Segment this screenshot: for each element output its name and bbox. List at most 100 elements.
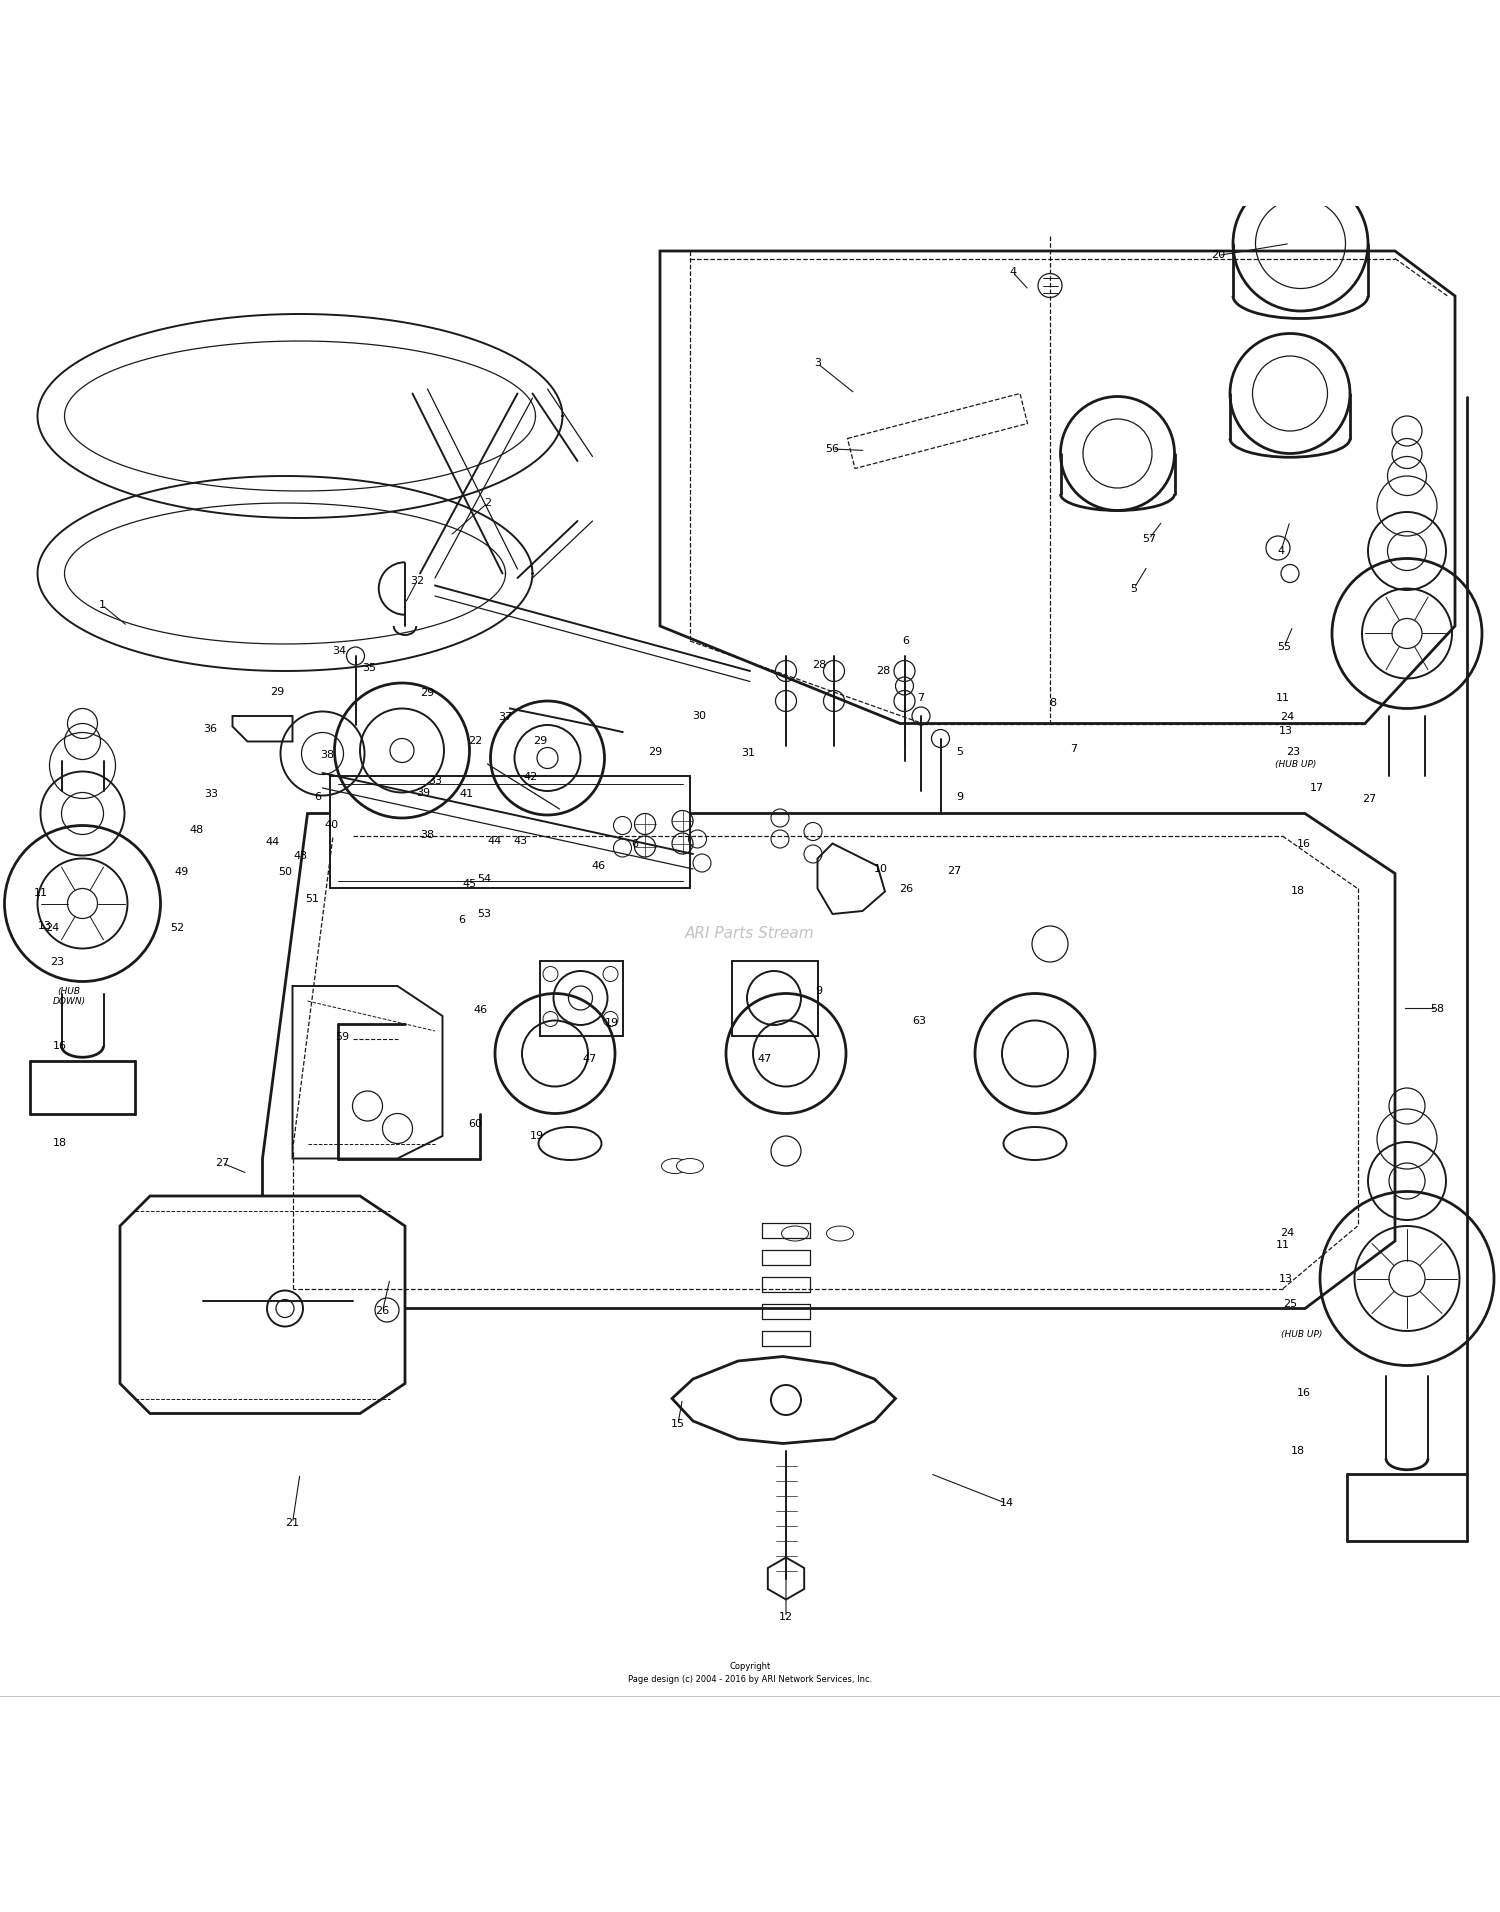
- Ellipse shape: [782, 1226, 808, 1241]
- Text: 18: 18: [53, 1138, 68, 1149]
- Text: 49: 49: [174, 866, 189, 878]
- Text: 26: 26: [375, 1306, 390, 1317]
- Ellipse shape: [538, 1126, 602, 1161]
- Text: 6: 6: [903, 637, 909, 646]
- Polygon shape: [292, 987, 442, 1159]
- Polygon shape: [818, 843, 885, 914]
- Text: 33: 33: [204, 790, 219, 799]
- Text: 56: 56: [825, 444, 840, 453]
- Text: 55: 55: [1276, 642, 1292, 652]
- Text: 29: 29: [648, 748, 663, 757]
- Text: 19: 19: [604, 1019, 619, 1029]
- Text: 38: 38: [320, 750, 334, 759]
- Text: 28: 28: [812, 660, 826, 669]
- Text: 13: 13: [38, 922, 52, 931]
- Text: 40: 40: [324, 820, 339, 830]
- Text: 6: 6: [315, 792, 321, 801]
- Text: 51: 51: [304, 895, 320, 904]
- Text: (HUB
DOWN): (HUB DOWN): [53, 987, 86, 1006]
- Text: 16: 16: [1296, 1388, 1311, 1398]
- Text: (HUB UP): (HUB UP): [1275, 759, 1317, 769]
- Text: 23: 23: [1286, 748, 1300, 757]
- Text: 20: 20: [1210, 250, 1225, 260]
- Text: 29: 29: [532, 736, 548, 746]
- Text: 41: 41: [459, 790, 474, 799]
- Polygon shape: [660, 250, 1455, 723]
- Text: 57: 57: [1142, 533, 1156, 545]
- Text: 24: 24: [1280, 1229, 1294, 1239]
- Text: 52: 52: [170, 922, 184, 933]
- Text: 9: 9: [816, 985, 822, 996]
- Text: 29: 29: [420, 688, 435, 698]
- Text: 54: 54: [477, 874, 492, 885]
- Text: 30: 30: [692, 711, 706, 721]
- Text: 18: 18: [1290, 1445, 1305, 1457]
- Text: 7: 7: [918, 692, 924, 704]
- Text: 33: 33: [427, 776, 442, 786]
- Text: 59: 59: [334, 1032, 350, 1042]
- Text: 43: 43: [513, 836, 528, 845]
- Text: 22: 22: [468, 736, 483, 746]
- Ellipse shape: [676, 1159, 703, 1174]
- Text: 34: 34: [332, 646, 346, 656]
- Text: 4: 4: [1278, 547, 1284, 556]
- Text: 18: 18: [1290, 887, 1305, 897]
- Text: 32: 32: [410, 576, 424, 585]
- Polygon shape: [120, 1197, 405, 1413]
- Text: 6: 6: [459, 916, 465, 925]
- Ellipse shape: [827, 1226, 854, 1241]
- Text: 8: 8: [1050, 698, 1056, 707]
- Polygon shape: [732, 960, 818, 1036]
- Text: 50: 50: [278, 866, 292, 878]
- Text: 7: 7: [1071, 744, 1077, 753]
- Text: 47: 47: [582, 1055, 597, 1065]
- Text: 35: 35: [362, 663, 376, 673]
- Text: 27: 27: [1362, 793, 1377, 803]
- Text: 27: 27: [946, 866, 962, 876]
- Text: 2: 2: [484, 497, 490, 509]
- Text: 16: 16: [53, 1040, 68, 1052]
- Text: 17: 17: [1310, 784, 1324, 793]
- Text: 15: 15: [670, 1419, 686, 1428]
- Text: 6: 6: [632, 839, 638, 849]
- Text: 12: 12: [778, 1612, 794, 1623]
- Text: 28: 28: [876, 665, 891, 677]
- Ellipse shape: [1004, 1126, 1066, 1161]
- Text: 24: 24: [45, 922, 60, 933]
- Text: Copyright
Page design (c) 2004 - 2016 by ARI Network Services, Inc.: Copyright Page design (c) 2004 - 2016 by…: [628, 1662, 872, 1684]
- Polygon shape: [847, 394, 1028, 468]
- Text: 47: 47: [758, 1055, 772, 1065]
- Text: 9: 9: [957, 792, 963, 801]
- Text: 53: 53: [477, 908, 492, 920]
- Text: ARI Parts Stream: ARI Parts Stream: [686, 925, 814, 941]
- Text: 46: 46: [472, 1006, 488, 1015]
- Text: (HUB UP): (HUB UP): [1281, 1329, 1323, 1338]
- Text: 63: 63: [912, 1015, 927, 1025]
- Text: 14: 14: [999, 1499, 1014, 1509]
- Text: 27: 27: [214, 1159, 230, 1168]
- Polygon shape: [540, 960, 622, 1036]
- Text: 4: 4: [1010, 268, 1016, 277]
- Text: 16: 16: [1296, 839, 1311, 849]
- Text: 11: 11: [33, 887, 48, 899]
- Text: 42: 42: [524, 772, 538, 782]
- Text: 1: 1: [99, 600, 105, 610]
- Text: 44: 44: [266, 837, 280, 847]
- Text: 29: 29: [270, 686, 285, 698]
- Text: 58: 58: [1430, 1004, 1444, 1013]
- Text: 19: 19: [530, 1132, 544, 1141]
- Text: 13: 13: [1278, 1273, 1293, 1283]
- Text: 5: 5: [957, 748, 963, 757]
- Text: 24: 24: [1280, 713, 1294, 723]
- Text: 48: 48: [189, 824, 204, 836]
- Text: 39: 39: [416, 788, 430, 797]
- Text: 45: 45: [462, 880, 477, 889]
- Text: 38: 38: [420, 830, 435, 839]
- Text: 23: 23: [50, 958, 64, 967]
- Text: 60: 60: [468, 1119, 483, 1128]
- Text: 5: 5: [1131, 583, 1137, 593]
- Text: 11: 11: [1275, 1241, 1290, 1250]
- Text: 44: 44: [488, 836, 502, 845]
- Text: 37: 37: [498, 713, 513, 723]
- Polygon shape: [330, 776, 690, 889]
